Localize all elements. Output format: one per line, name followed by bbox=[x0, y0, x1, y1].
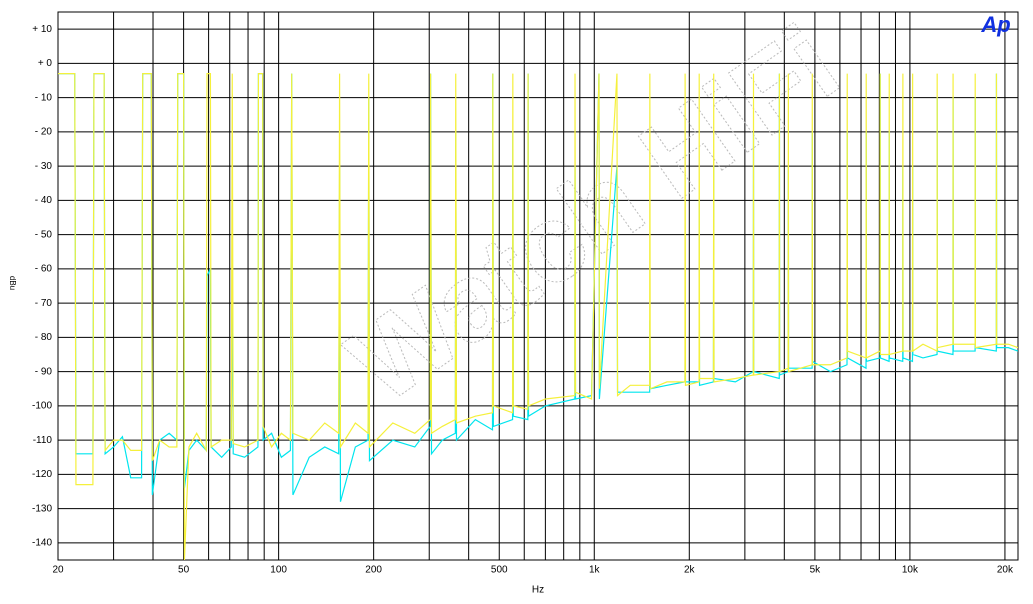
y-tick-label: - 60 bbox=[35, 264, 53, 275]
x-axis-label: Hz bbox=[532, 585, 544, 596]
y-tick-label: - 50 bbox=[35, 229, 53, 240]
y-tick-label: -140 bbox=[32, 538, 52, 549]
y-axis-label-text: dBu bbox=[8, 276, 17, 290]
y-tick-label: -110 bbox=[33, 435, 53, 446]
y-tick-label: - 10 bbox=[35, 92, 53, 103]
y-tick-label: - 40 bbox=[35, 195, 53, 206]
x-tick-label: 100 bbox=[270, 565, 287, 576]
x-tick-label: 10k bbox=[902, 565, 919, 576]
y-tick-label: - 30 bbox=[35, 161, 53, 172]
x-tick-label: 50 bbox=[178, 565, 190, 576]
x-tick-label: 500 bbox=[491, 565, 508, 576]
y-axis-label: dBu bbox=[8, 276, 17, 290]
y-tick-label: -120 bbox=[32, 469, 52, 480]
x-tick-label: 20k bbox=[997, 565, 1014, 576]
y-tick-label: - 90 bbox=[35, 366, 53, 377]
x-tick-label: 1k bbox=[589, 565, 601, 576]
y-tick-label: - 80 bbox=[35, 332, 53, 343]
y-tick-label: + 0 bbox=[38, 58, 53, 69]
lines bbox=[58, 73, 1018, 560]
y-tick-label: -100 bbox=[32, 401, 52, 412]
y-tick-label: + 10 bbox=[32, 24, 52, 35]
logo: Ap bbox=[980, 12, 1010, 37]
grid bbox=[57, 12, 1018, 560]
y-tick-label: - 70 bbox=[35, 298, 53, 309]
plot-area bbox=[57, 11, 1019, 561]
x-tick-label: 2k bbox=[684, 565, 696, 576]
y-tick-label: -130 bbox=[32, 503, 52, 514]
x-tick-label: 5k bbox=[810, 565, 822, 576]
x-tick-label: 200 bbox=[365, 565, 382, 576]
x-tick-label: 20 bbox=[52, 565, 64, 576]
series-line bbox=[58, 73, 1018, 560]
y-tick-label: - 20 bbox=[35, 127, 53, 138]
